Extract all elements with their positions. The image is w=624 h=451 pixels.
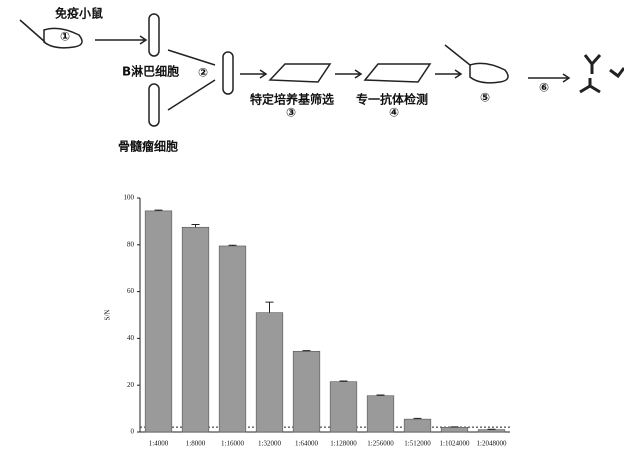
label: ③ [286, 106, 296, 120]
x-tick-label: 1:4000 [149, 440, 169, 448]
error-bar [265, 301, 274, 313]
label: ⑥ [539, 81, 549, 95]
plate [363, 63, 432, 83]
mouse-2 [444, 44, 509, 84]
x-tick-label: 1:512000 [404, 440, 431, 448]
plate [268, 63, 332, 83]
bar [477, 429, 506, 433]
antibodies [579, 54, 624, 94]
arrow [335, 69, 363, 79]
error-bar [228, 244, 237, 246]
arrow [95, 35, 148, 45]
bar [181, 226, 210, 433]
error-bar [413, 417, 422, 420]
label: ① [60, 30, 70, 44]
label: 专一抗体检测 [356, 92, 428, 107]
diagram [19, 13, 624, 127]
label: ④ [389, 106, 399, 120]
label: 骨髓瘤细胞 [118, 139, 178, 154]
tube [148, 83, 160, 127]
tube [222, 51, 234, 95]
x-tick-label: 1:8000 [186, 440, 206, 448]
bar [440, 427, 469, 433]
bar [329, 381, 358, 433]
y-tick-label: 100 [124, 194, 135, 202]
x-tick-label: 1:256000 [367, 440, 394, 448]
x-tick-label: 1:1024000 [440, 440, 470, 448]
label: ⑤ [480, 91, 490, 105]
error-bar [154, 209, 163, 211]
bar [255, 312, 284, 433]
x-tick-label: 1:32000 [258, 440, 281, 448]
arrow [240, 69, 268, 79]
tube [148, 13, 160, 57]
y-tick-label: 0 [131, 428, 135, 436]
bar [292, 350, 321, 433]
bar [144, 210, 173, 433]
label: B淋巴细胞 [122, 64, 179, 79]
error-bar [339, 380, 348, 382]
y-tick-label: 40 [127, 334, 135, 342]
x-tick-label: 1:2048000 [477, 440, 507, 448]
error-bar [191, 223, 200, 228]
arrow [167, 49, 216, 111]
x-tick-label: 1:16000 [221, 440, 244, 448]
y-tick-label: 60 [127, 287, 135, 295]
error-bar [302, 350, 311, 352]
label: 免疫小鼠 [55, 6, 103, 21]
mouse-1 [19, 19, 83, 49]
arrow [435, 69, 463, 79]
y-tick-label: 80 [127, 240, 135, 248]
bar [403, 418, 432, 433]
bar [366, 395, 395, 433]
label: ② [198, 66, 208, 80]
y-tick-label: 20 [127, 381, 135, 389]
x-tick-label: 1:128000 [330, 440, 357, 448]
y-axis-label: S/N [104, 310, 112, 321]
bar [218, 245, 247, 433]
arrow [528, 73, 571, 83]
label: 特定培养基筛选 [250, 92, 334, 107]
error-bar [376, 394, 385, 396]
x-tick-label: 1:64000 [295, 440, 318, 448]
